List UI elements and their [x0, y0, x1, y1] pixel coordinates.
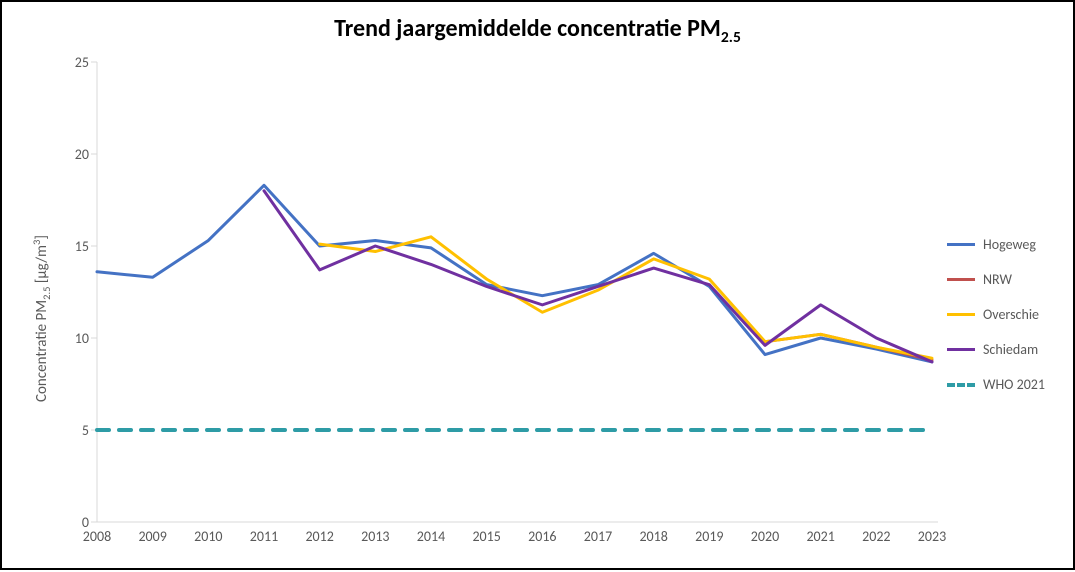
x-tick-label: 2015 [460, 528, 514, 545]
x-tick-label: 2017 [571, 528, 625, 545]
y-tick-label: 15 [53, 238, 89, 255]
x-tick-label: 2018 [627, 528, 681, 545]
x-tick-label: 2020 [738, 528, 792, 545]
legend-swatch [947, 383, 975, 387]
legend: Hogeweg NRW Overschie Schiedam WHO 2021 [947, 222, 1045, 411]
x-tick-label: 2019 [682, 528, 736, 545]
x-tick-label: 2010 [181, 528, 235, 545]
x-tick-label: 2016 [515, 528, 569, 545]
x-tick-label: 2013 [348, 528, 402, 545]
legend-label: Overschie [983, 306, 1039, 323]
chart-frame: Trend jaargemiddelde concentratie PM2.5 … [0, 0, 1075, 570]
y-tick-label: 20 [53, 146, 89, 163]
x-tick-label: 2023 [905, 528, 959, 545]
legend-swatch [947, 348, 975, 351]
series-overschie [320, 237, 932, 358]
x-tick-label: 2011 [237, 528, 291, 545]
x-tick-label: 2009 [126, 528, 180, 545]
legend-item: Hogeweg [947, 236, 1045, 253]
legend-item: WHO 2021 [947, 376, 1045, 393]
x-tick-label: 2021 [794, 528, 848, 545]
legend-item: Overschie [947, 306, 1045, 323]
x-tick-label: 2014 [404, 528, 458, 545]
legend-label: WHO 2021 [983, 376, 1045, 393]
y-tick-label: 10 [53, 330, 89, 347]
legend-swatch [947, 243, 975, 246]
legend-label: Hogeweg [983, 236, 1036, 253]
legend-item: Schiedam [947, 341, 1045, 358]
legend-swatch [947, 278, 975, 281]
legend-label: NRW [983, 271, 1012, 288]
y-tick-label: 25 [53, 54, 89, 71]
plot-area [2, 2, 1075, 572]
y-tick-label: 5 [53, 422, 89, 439]
x-tick-label: 2022 [849, 528, 903, 545]
legend-swatch [947, 313, 975, 316]
x-tick-label: 2008 [70, 528, 124, 545]
x-tick-label: 2012 [293, 528, 347, 545]
legend-item: NRW [947, 271, 1045, 288]
legend-label: Schiedam [983, 341, 1038, 358]
